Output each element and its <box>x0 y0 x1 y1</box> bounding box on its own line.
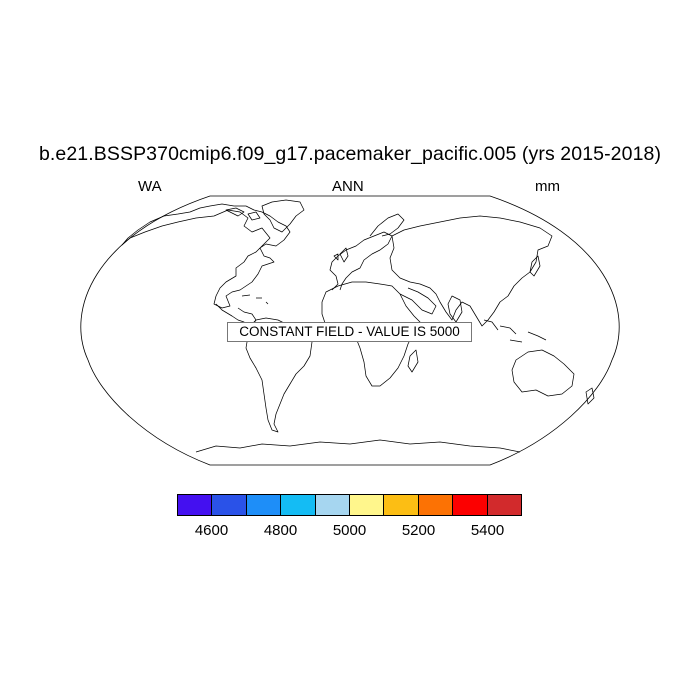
arabia-coast <box>399 287 437 315</box>
colorbar-tick-label: 4600 <box>194 522 229 539</box>
madagascar <box>407 349 419 373</box>
asia-coast <box>389 215 553 327</box>
antarctica-coast <box>195 439 521 453</box>
colorbar-swatch <box>418 495 454 515</box>
constant-field-box: CONSTANT FIELD - VALUE IS 5000 <box>227 322 472 342</box>
variable-label: WA <box>138 178 162 195</box>
colorbar-tick-label: 5000 <box>332 522 367 539</box>
colorbar-tick-label: 5200 <box>401 522 436 539</box>
caribbean-islands <box>241 294 269 305</box>
north-america-coast <box>121 203 291 309</box>
colorbar-swatch <box>350 495 385 515</box>
colorbar-swatch <box>178 495 213 515</box>
colorbar-swatch <box>453 495 488 515</box>
new-zealand <box>585 387 595 405</box>
greenland-coast <box>261 199 305 233</box>
colorbar-swatch <box>246 495 282 515</box>
europe-coast <box>329 231 393 291</box>
plot-title: b.e21.BSSP370cmip6.f09_g17.pacemaker_pac… <box>38 143 662 165</box>
british-isles <box>333 247 349 263</box>
colorbar-swatch <box>315 495 351 515</box>
season-label: ANN <box>332 178 364 195</box>
indonesia-islands <box>483 319 547 343</box>
colorbar-swatch <box>281 495 316 515</box>
japan <box>529 255 541 277</box>
australia-coast <box>511 349 575 397</box>
colorbar-tick-label: 5400 <box>470 522 505 539</box>
colorbar <box>177 494 522 516</box>
colorbar-swatch <box>487 495 522 515</box>
units-label: mm <box>535 178 560 195</box>
arctic-islands <box>225 207 261 221</box>
scandinavia-coast <box>369 213 405 237</box>
colorbar-tick-label: 4800 <box>263 522 298 539</box>
colorbar-swatch <box>384 495 419 515</box>
colorbar-swatch <box>212 495 247 515</box>
